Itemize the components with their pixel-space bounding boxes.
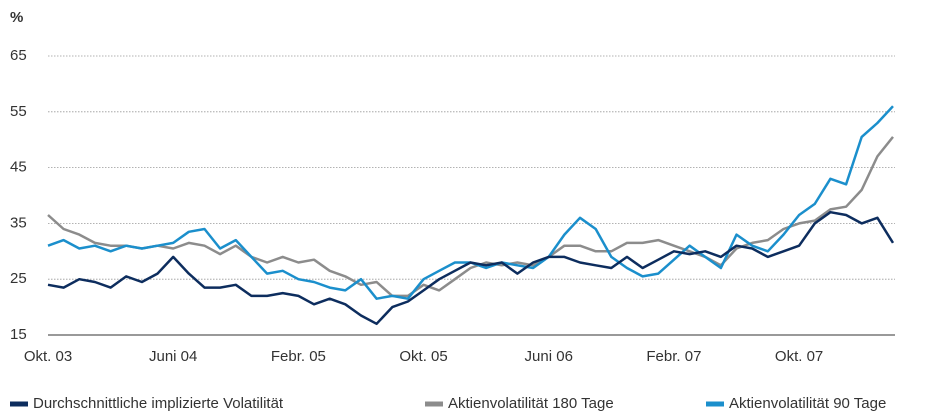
legend-label: Durchschnittliche implizierte Volatilitä… [33,395,284,412]
y-tick-label: 45 [10,159,27,176]
x-tick-label: Juni 06 [525,348,573,365]
x-tick-label: Juni 04 [149,348,197,365]
y-tick-label: 35 [10,214,27,231]
y-tick-label: 55 [10,103,27,120]
line-series [47,105,894,300]
x-tick-label: Okt. 03 [24,348,72,365]
legend-label: Aktienvolatilität 180 Tage [448,395,614,412]
x-tick-label: Febr. 05 [271,348,326,365]
line-series [47,210,895,326]
y-tick-label: 15 [10,326,27,343]
x-tick-label: Okt. 05 [399,348,447,365]
y-axis-label: % [10,9,23,26]
y-tick-label: 25 [10,270,27,287]
y-tick-label: 65 [10,47,27,64]
x-tick-label: Febr. 07 [646,348,701,365]
line-series [47,136,894,298]
x-tick-label: Okt. 07 [775,348,823,365]
legend-label: Aktienvolatilität 90 Tage [729,395,886,412]
